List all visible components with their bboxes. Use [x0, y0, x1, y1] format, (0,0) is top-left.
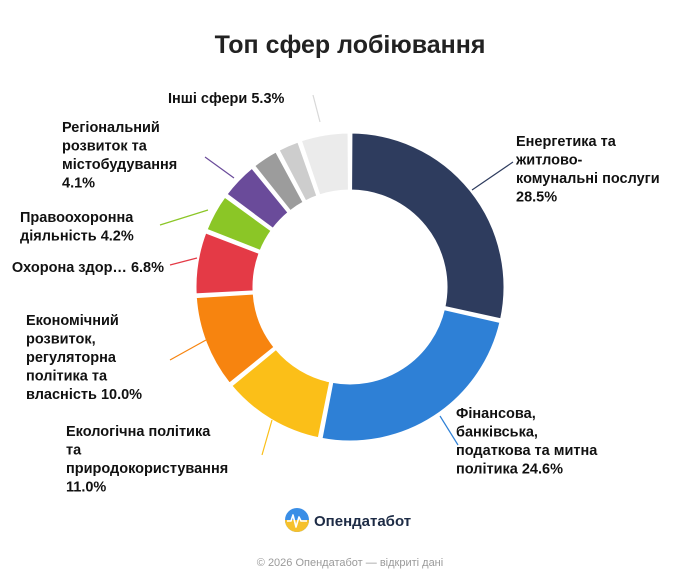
brand-name: Опендатабот: [314, 513, 411, 530]
leader-line-3: [261, 419, 273, 456]
brand-logo: Опендатабот: [285, 508, 411, 532]
donut-slice-4: [193, 291, 277, 386]
slice-label-7: Регіональний розвиток та містобудування 4.1…: [62, 120, 177, 192]
slice-label-1: Енергетика та житлово-комунальні послуги 2…: [515, 134, 660, 206]
leader-line-6: [159, 209, 209, 226]
slice-label-6: Правоохоронна діяльність 4.2%: [20, 210, 134, 245]
donut-slice-5: [193, 230, 262, 297]
chart-title: Топ сфер лобіювання: [215, 31, 486, 59]
leader-line-10: [312, 94, 321, 123]
donut-slice-3: [229, 346, 333, 441]
slice-labels: Енергетика та житлово-комунальні послуги 2…: [12, 91, 660, 496]
donut-slice-10: [298, 130, 351, 198]
slice-label-3: Екологічна політика та природокористування…: [66, 424, 228, 496]
donut-slices: [193, 130, 507, 444]
leader-line-4: [169, 339, 207, 361]
footer-credit: © 2026 Опендатабот — відкриті дані: [257, 557, 443, 569]
donut-slice-1: [349, 130, 507, 322]
leader-line-5: [169, 257, 198, 266]
opendatabot-logo-icon: [285, 508, 309, 532]
slice-label-4: Економічний розвиток, регуляторна політика …: [26, 313, 142, 403]
leader-line-2: [439, 415, 459, 446]
leader-line-1: [471, 161, 514, 191]
leader-lines: [159, 94, 514, 456]
slice-label-10: Інші сфери 5.3%: [168, 91, 285, 107]
slice-label-2: Фінансова, банківська, податкова та митна п…: [456, 406, 598, 478]
slice-label-5: Охорона здор… 6.8%: [12, 260, 164, 276]
donut-slice-2: [319, 307, 503, 444]
leader-line-7: [204, 156, 235, 179]
